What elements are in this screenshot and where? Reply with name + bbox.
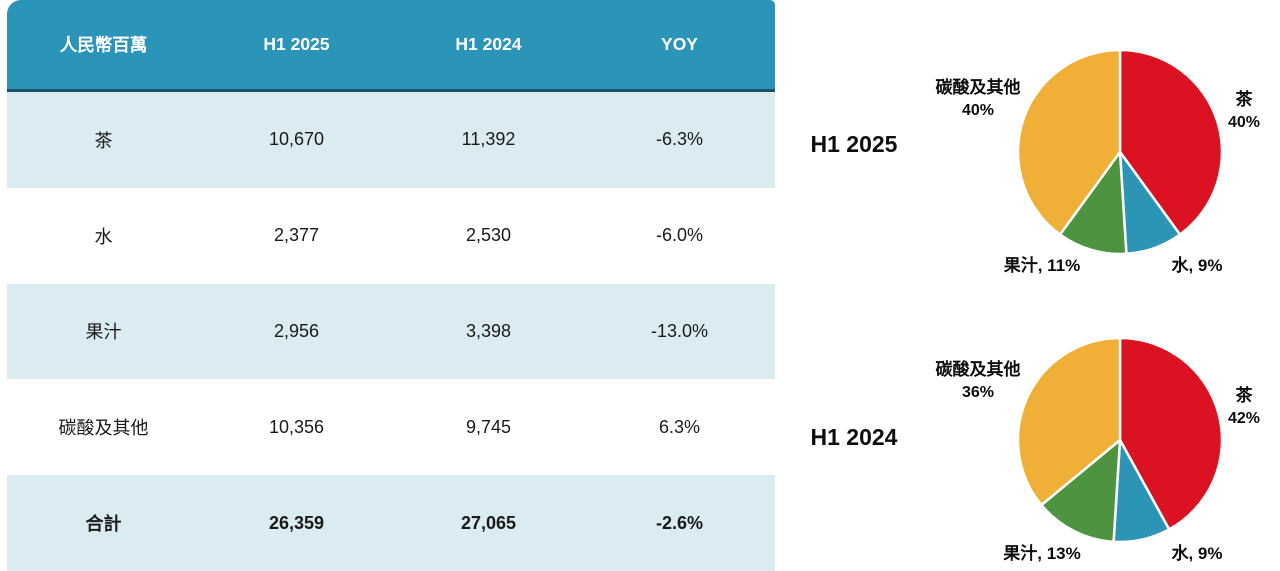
slice-label-juice: 果汁, 13% [1003,544,1081,563]
pie-slice-茶 [1118,336,1224,531]
row-label: 合計 [85,514,122,535]
slice-label-tea: 茶 42% [1194,384,1280,430]
slice-label-juice: 果汁, 11% [1003,256,1081,275]
value-h1-2025: 2,956 [273,320,320,341]
slice-label-name: 碳酸及其他 [935,78,1021,97]
slice-label-name: 茶 [1235,90,1253,109]
slice-label-tea: 茶 40% [1194,88,1280,134]
slice-label-water: 水, 9% [1171,544,1223,563]
value-yoy: -6.3% [655,129,704,150]
pie-chart-h1-2024: H1 2024 碳酸及其他 36% 茶 42% 果汁, 13% 水, 9% [790,290,1280,571]
slice-label-pct: 36% [961,384,995,401]
value-h1-2024: 2,530 [465,225,512,246]
value-h1-2025: 26,359 [268,512,325,533]
pie-slice-果汁 [1058,150,1128,256]
value-yoy: -6.0% [655,225,704,246]
value-h1-2024: 11,392 [461,129,516,150]
row-label: 水 [94,226,113,247]
pie-slice-碳酸及其他 [1016,48,1122,236]
value-yoy: -13.0% [650,320,709,341]
value-yoy: 6.3% [658,416,701,437]
table-row-carbonated: 碳酸及其他 10,356 9,745 6.3% [7,379,775,476]
slice-label-water: 水, 9% [1171,256,1223,275]
pie-graphic [1016,48,1224,256]
slice-label-carbonated: 碳酸及其他 40% [898,76,1058,122]
row-label: 茶 [94,130,113,151]
pie-chart-h1-2025: H1 2025 碳酸及其他 40% 茶 40% 果汁, 11% 水, 9% [790,0,1280,290]
header-unit-label: 人民幣百萬 [59,35,148,55]
value-h1-2024: 9,745 [465,416,512,437]
value-h1-2025: 10,670 [268,129,325,150]
slice-label-pct: 40% [961,102,995,119]
revenue-table: 人民幣百萬 H1 2025 H1 2024 YOY 茶 10,670 11,39… [7,0,775,571]
value-h1-2025: 10,356 [268,416,325,437]
table-row-juice: 果汁 2,956 3,398 -13.0% [7,283,775,380]
table-row-water: 水 2,377 2,530 -6.0% [7,187,775,284]
pie-graphic [1016,336,1224,544]
table-row-tea: 茶 10,670 11,392 -6.3% [7,92,775,188]
slice-label-pct: 42% [1227,410,1261,427]
table-row-total: 合計 26,359 27,065 -2.6% [7,475,775,571]
table-header-row: 人民幣百萬 H1 2025 H1 2024 YOY [7,0,775,92]
value-h1-2025: 2,377 [273,225,320,246]
pie-slice-果汁 [1040,438,1122,544]
chart-period-title: H1 2025 [810,131,898,157]
chart-period-title: H1 2024 [810,424,898,450]
slice-label-pct: 40% [1227,114,1261,131]
value-h1-2024: 27,065 [460,512,517,533]
value-h1-2024: 3,398 [465,320,512,341]
value-yoy: -2.6% [655,512,704,533]
header-yoy: YOY [661,34,698,54]
slice-label-carbonated: 碳酸及其他 36% [898,358,1058,404]
pie-slice-碳酸及其他 [1016,336,1122,507]
row-label: 碳酸及其他 [58,418,149,439]
slice-label-name: 碳酸及其他 [935,360,1021,379]
row-label: 果汁 [85,322,122,343]
slice-label-name: 茶 [1235,386,1253,405]
pie-slice-茶 [1118,48,1224,236]
header-h1-2025: H1 2025 [263,34,330,54]
header-h1-2024: H1 2024 [455,34,522,54]
